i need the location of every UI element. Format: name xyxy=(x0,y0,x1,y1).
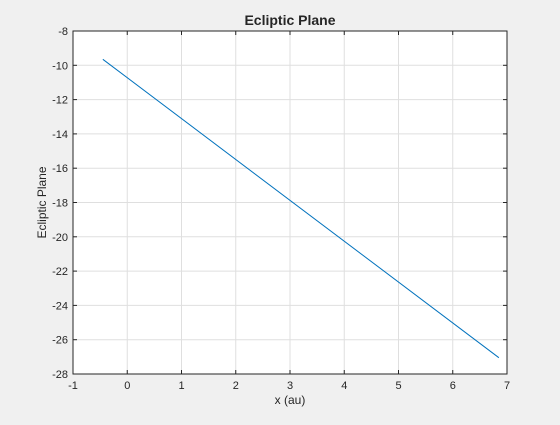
x-tick-labels: -1 0 1 2 3 4 5 6 7 xyxy=(68,380,510,392)
x-tick-label: 5 xyxy=(395,380,401,392)
y-tick-label: -14 xyxy=(52,129,68,141)
x-tick-label: 6 xyxy=(450,380,456,392)
y-tick-label: -22 xyxy=(52,266,68,278)
y-tick-label: -8 xyxy=(58,26,68,38)
x-tick-label: 4 xyxy=(341,380,347,392)
y-tick-label: -18 xyxy=(52,198,68,210)
chart-title: Ecliptic Plane xyxy=(244,12,335,28)
x-tick-label: -1 xyxy=(68,380,78,392)
y-tick-label: -26 xyxy=(52,335,68,347)
x-tick-label: 7 xyxy=(504,380,510,392)
y-axis-label: Ecliptic Plane xyxy=(35,166,49,238)
y-tick-label: -16 xyxy=(52,163,68,175)
x-tick-label: 1 xyxy=(178,380,184,392)
y-tick-label: -28 xyxy=(52,369,68,381)
x-tick-label: 0 xyxy=(124,380,130,392)
x-tick-label: 3 xyxy=(287,380,293,392)
y-tick-label: -12 xyxy=(52,95,68,107)
y-tick-labels: -28 -26 -24 -22 -20 -18 -16 -14 -12 -10 -8 xyxy=(52,26,68,381)
x-axis-label: x (au) xyxy=(275,393,306,407)
y-tick-label: -10 xyxy=(52,60,68,72)
y-tick-label: -24 xyxy=(52,300,68,312)
y-tick-label: -20 xyxy=(52,232,68,244)
x-tick-label: 2 xyxy=(233,380,239,392)
